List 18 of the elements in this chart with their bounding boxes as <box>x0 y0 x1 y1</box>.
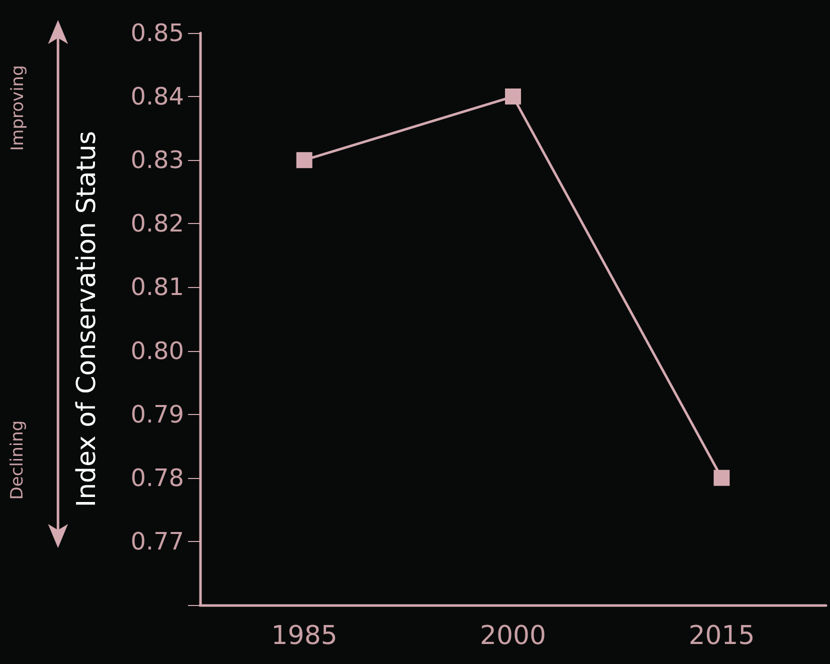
y-tick-label: 0.85 <box>130 19 184 47</box>
x-tick-label: 2000 <box>480 621 546 651</box>
x-tick-label: 1985 <box>271 621 338 651</box>
point <box>505 88 521 105</box>
y-tick-label: 0.82 <box>130 210 184 238</box>
text: Improving <box>8 65 28 151</box>
y-tick-label: 0.84 <box>130 82 184 111</box>
y-axis-title: Index of Conservation Status <box>72 130 102 508</box>
y-tick-label: 0.80 <box>130 336 184 365</box>
x-tick-label: 2015 <box>688 621 755 651</box>
point <box>714 470 730 486</box>
point <box>296 152 312 168</box>
y-tick-label: 0.83 <box>130 146 184 174</box>
y-tick-label: 0.79 <box>130 400 184 428</box>
y-tick-label: 0.77 <box>130 527 184 556</box>
y-tick-label: 0.81 <box>130 273 184 302</box>
y-tick-label: 0.78 <box>130 464 184 492</box>
text: Declining <box>8 420 28 500</box>
